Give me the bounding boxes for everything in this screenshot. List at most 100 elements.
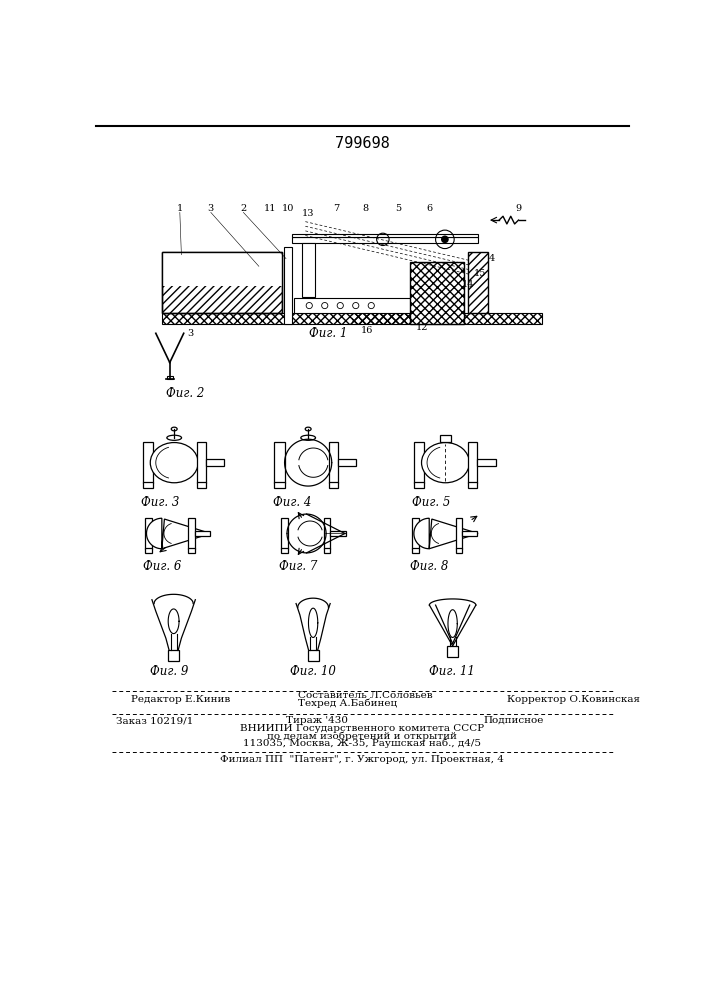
Bar bbox=[468, 252, 488, 313]
Text: Фиг. 1: Фиг. 1 bbox=[310, 327, 348, 340]
Text: 11: 11 bbox=[264, 204, 276, 213]
Ellipse shape bbox=[421, 443, 469, 483]
Bar bbox=[324, 518, 330, 549]
Bar bbox=[410, 262, 464, 324]
Bar bbox=[162, 252, 282, 313]
Text: 9: 9 bbox=[515, 204, 522, 213]
Text: 13: 13 bbox=[301, 209, 314, 218]
Text: 2: 2 bbox=[240, 204, 247, 213]
Bar bbox=[162, 252, 282, 313]
Text: 7: 7 bbox=[333, 204, 339, 213]
Bar bbox=[330, 531, 346, 536]
Bar bbox=[284, 247, 292, 324]
Text: 15: 15 bbox=[474, 269, 486, 278]
Bar bbox=[292, 234, 478, 237]
Text: Редактор Е.Кинив: Редактор Е.Кинив bbox=[131, 695, 230, 704]
Text: 16: 16 bbox=[361, 326, 373, 335]
Text: Тираж '430: Тираж '430 bbox=[286, 716, 348, 725]
Polygon shape bbox=[414, 518, 478, 549]
Text: Фиг. 5: Фиг. 5 bbox=[412, 496, 450, 509]
Text: Фиг. 9: Фиг. 9 bbox=[151, 665, 189, 678]
Text: Фиг. 4: Фиг. 4 bbox=[273, 496, 311, 509]
Bar bbox=[308, 650, 319, 661]
Bar bbox=[448, 646, 458, 657]
Bar bbox=[281, 518, 288, 549]
Text: 3: 3 bbox=[187, 329, 193, 338]
Bar bbox=[143, 482, 153, 488]
Circle shape bbox=[441, 235, 449, 243]
Text: Фиг. 3: Фиг. 3 bbox=[141, 496, 180, 509]
Bar bbox=[143, 442, 153, 483]
Bar bbox=[440, 435, 450, 442]
Bar bbox=[414, 442, 424, 483]
Bar bbox=[292, 237, 478, 243]
Text: Заказ 10219/1: Заказ 10219/1 bbox=[115, 716, 193, 725]
Text: 10: 10 bbox=[282, 204, 295, 213]
Bar bbox=[162, 313, 542, 324]
Bar bbox=[352, 313, 429, 324]
Bar bbox=[477, 459, 496, 466]
Bar bbox=[468, 252, 488, 313]
Bar bbox=[412, 518, 419, 549]
Bar bbox=[468, 482, 477, 488]
Bar bbox=[194, 531, 210, 536]
Bar bbox=[167, 376, 173, 379]
Bar bbox=[329, 442, 338, 483]
Bar bbox=[293, 298, 433, 313]
Bar bbox=[414, 482, 424, 488]
Text: по делам изобретений и открытий: по делам изобретений и открытий bbox=[267, 731, 457, 741]
Bar bbox=[456, 518, 462, 549]
Bar bbox=[188, 518, 194, 549]
Text: 5: 5 bbox=[395, 204, 402, 213]
Bar bbox=[410, 262, 464, 324]
Bar bbox=[468, 442, 477, 483]
Bar bbox=[324, 548, 330, 553]
Bar bbox=[462, 531, 477, 536]
Text: Фиг. 6: Фиг. 6 bbox=[143, 560, 182, 573]
Bar bbox=[338, 459, 356, 466]
Ellipse shape bbox=[305, 427, 311, 431]
Text: Составитель Л.Соловьев: Составитель Л.Соловьев bbox=[298, 691, 432, 700]
Bar bbox=[274, 482, 285, 488]
Ellipse shape bbox=[300, 435, 315, 440]
Text: 14: 14 bbox=[462, 280, 474, 289]
Polygon shape bbox=[146, 518, 211, 549]
Ellipse shape bbox=[171, 427, 177, 431]
Text: Фиг. 7: Фиг. 7 bbox=[279, 560, 317, 573]
Bar bbox=[281, 548, 288, 553]
Bar bbox=[162, 313, 542, 324]
Text: 6: 6 bbox=[426, 204, 433, 213]
Text: Корректор О.Ковинская: Корректор О.Ковинская bbox=[507, 695, 640, 704]
Ellipse shape bbox=[151, 443, 198, 483]
Text: ВНИИПИ Государственного комитета СССР: ВНИИПИ Государственного комитета СССР bbox=[240, 724, 484, 733]
Bar bbox=[206, 459, 224, 466]
Text: Фиг. 8: Фиг. 8 bbox=[410, 560, 449, 573]
Bar bbox=[162, 286, 282, 313]
Text: 1: 1 bbox=[177, 204, 183, 213]
Text: Фиг. 11: Фиг. 11 bbox=[429, 665, 475, 678]
Text: 799698: 799698 bbox=[334, 136, 390, 151]
Text: 12: 12 bbox=[416, 323, 428, 332]
Text: 113035, Москва, Ж-35, Раушская наб., д4/5: 113035, Москва, Ж-35, Раушская наб., д4/… bbox=[243, 739, 481, 748]
Bar bbox=[197, 442, 206, 483]
Text: Фиг. 2: Фиг. 2 bbox=[166, 387, 204, 400]
Ellipse shape bbox=[167, 435, 182, 440]
Text: Фиг. 10: Фиг. 10 bbox=[290, 665, 336, 678]
Text: 8: 8 bbox=[363, 204, 369, 213]
Bar bbox=[329, 482, 338, 488]
Bar bbox=[145, 518, 152, 549]
Text: 3: 3 bbox=[208, 204, 214, 213]
Text: Техред А.Бабинец: Техред А.Бабинец bbox=[298, 699, 397, 708]
Bar bbox=[456, 548, 462, 553]
Bar bbox=[301, 243, 315, 297]
Text: Филиал ПП  "Патент", г. Ужгород, ул. Проектная, 4: Филиал ПП "Патент", г. Ужгород, ул. Прое… bbox=[220, 755, 504, 764]
Bar bbox=[412, 548, 419, 553]
Bar bbox=[168, 650, 179, 661]
Bar bbox=[188, 548, 194, 553]
Text: 4: 4 bbox=[489, 254, 494, 263]
Bar bbox=[274, 442, 285, 483]
Bar bbox=[145, 548, 152, 553]
Bar bbox=[162, 252, 282, 286]
Bar bbox=[197, 482, 206, 488]
Text: Подписное: Подписное bbox=[484, 716, 544, 725]
